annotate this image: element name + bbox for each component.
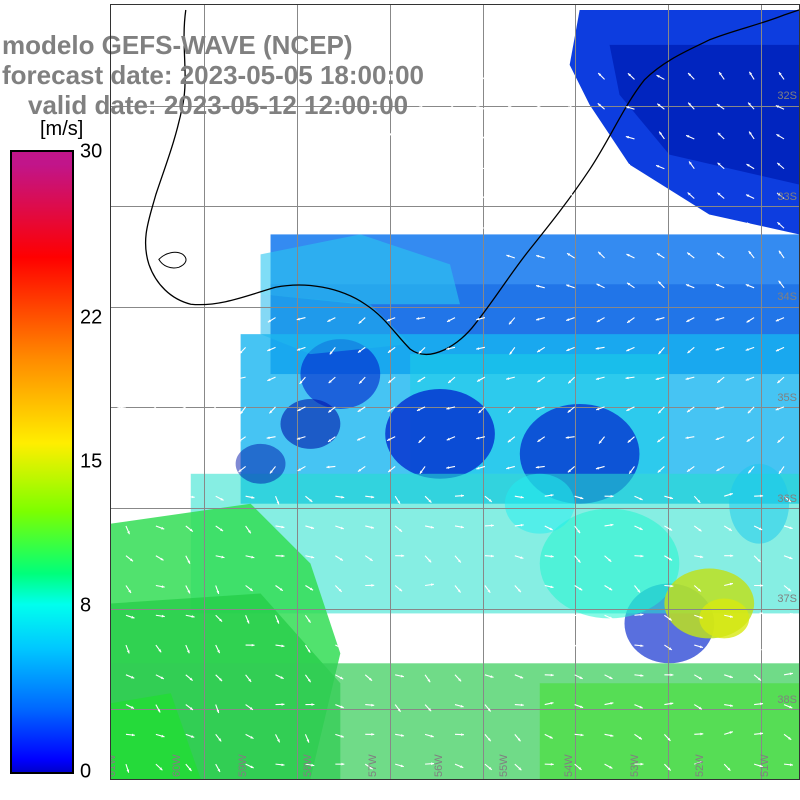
gridline-horizontal [111,609,799,610]
colorbar-tick-22: 22 [80,306,102,329]
gridline-horizontal [111,307,799,308]
gridline-vertical [204,5,205,779]
gridline-horizontal [111,206,799,207]
gridline-vertical [390,5,391,779]
colorbar-tick-0: 0 [80,761,91,784]
lat-label-35s: 35S [777,392,797,404]
lon-label-55w: 55W [498,754,510,777]
title-line-valid: valid date: 2023-05-12 12:00:00 [2,90,424,120]
gridline-horizontal [111,407,799,408]
colorbar-unit-label: [m/s] [40,118,83,141]
gridline-horizontal [111,508,799,509]
lon-label-52w: 52W [694,754,706,777]
title-line-forecast: forecast date: 2023-05-05 18:00:00 [2,60,424,90]
colorbar-tick-15: 15 [80,451,102,474]
map-plot-area[interactable]: 61W 60W 59W 58W 57W 56W 55W 54W 53W 52W … [110,4,800,780]
wave-forecast-map-window: modelo GEFS-WAVE (NCEP) forecast date: 2… [0,0,800,800]
lon-label-57w: 57W [367,754,379,777]
lon-label-53w: 53W [629,754,641,777]
lon-label-58w: 58W [302,754,314,777]
wind-speed-heatmap [111,5,799,779]
colorbar-gradient[interactable]: 30 22 15 8 0 [10,150,74,774]
lon-label-61w: 61W [110,754,118,777]
lon-label-54w: 54W [563,754,575,777]
lat-label-34s: 34S [777,291,797,303]
gridline-vertical [297,5,298,779]
colorbar-widget: [m/s] 30 22 15 8 0 [10,150,74,774]
gridline-vertical [575,5,576,779]
lon-label-56w: 56W [433,754,445,777]
gridline-vertical [761,5,762,779]
lat-label-32s: 32S [777,90,797,102]
lon-label-51w: 51W [759,754,771,777]
lon-label-60w: 60W [171,754,183,777]
title-line-model: modelo GEFS-WAVE (NCEP) [2,30,424,60]
lat-label-37s: 37S [777,593,797,605]
lat-label-38s: 38S [777,694,797,706]
title-text-block: modelo GEFS-WAVE (NCEP) forecast date: 2… [2,30,424,120]
gridline-vertical [483,5,484,779]
gridline-vertical [668,5,669,779]
lat-label-33s: 33S [777,191,797,203]
gridline-horizontal [111,709,799,710]
colorbar-tick-8: 8 [80,595,91,618]
lon-label-59w: 59W [237,754,249,777]
lat-label-36s: 36S [777,493,797,505]
colorbar-tick-30: 30 [80,141,102,164]
